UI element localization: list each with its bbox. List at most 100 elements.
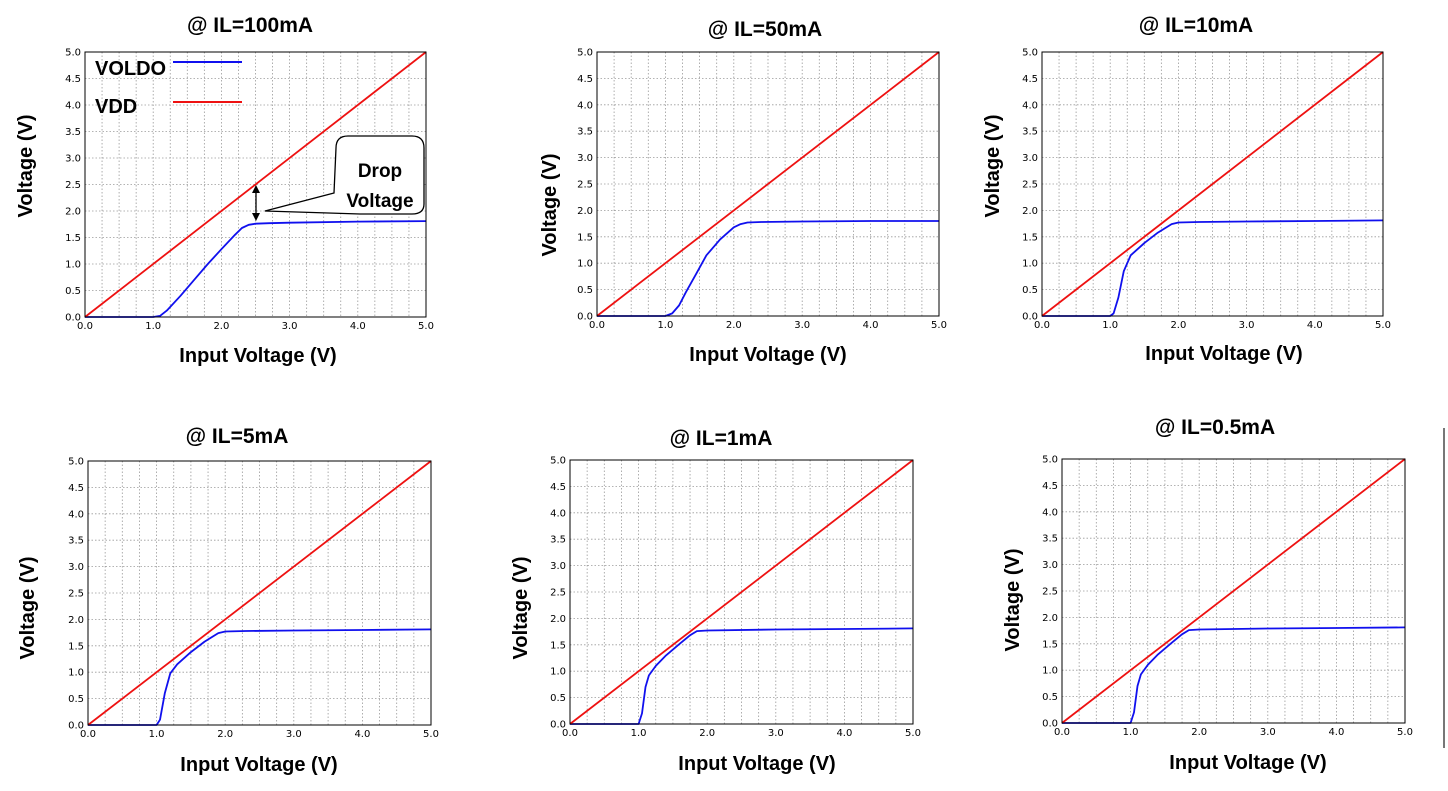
x-tick-label: 0.0 xyxy=(1054,727,1070,738)
y-tick-label: 2.0 xyxy=(577,206,593,217)
x-tick-label: 5.0 xyxy=(423,729,439,740)
drop-voltage-annotation: Drop Voltage xyxy=(252,135,425,221)
y-tick-label: 3.0 xyxy=(68,562,84,573)
y-tick-label: 1.0 xyxy=(65,260,81,271)
x-tick-label: 2.0 xyxy=(1191,727,1207,738)
y-tick-label: 4.0 xyxy=(1022,100,1038,111)
y-axis-label: Voltage (V) xyxy=(17,557,39,660)
series-line-voldo xyxy=(597,220,939,317)
chart-panel: @ IL=0.5mA Input Voltage (V) Voltage (V)… xyxy=(1002,416,1413,774)
x-tick-label: 1.0 xyxy=(1102,320,1118,331)
y-tick-label: 3.0 xyxy=(577,153,593,164)
y-tick-label: 3.0 xyxy=(1022,153,1038,164)
y-tick-label: 1.5 xyxy=(577,232,593,243)
y-tick-label: 5.0 xyxy=(550,456,566,467)
chart-title: @ IL=1mA xyxy=(670,427,773,450)
plot-frame xyxy=(1061,458,1406,724)
chart-title: @ IL=0.5mA xyxy=(1155,416,1275,439)
y-tick-label: 5.0 xyxy=(65,48,81,59)
x-tick-label: 3.0 xyxy=(286,729,302,740)
legend-label-vdd: VDD xyxy=(95,96,137,118)
y-tick-label: 1.5 xyxy=(68,641,84,652)
x-tick-label: 2.0 xyxy=(726,320,742,331)
chart-title: @ IL=50mA xyxy=(708,18,822,41)
y-tick-label: 3.0 xyxy=(65,154,81,165)
y-tick-label: 4.5 xyxy=(1042,481,1058,492)
y-tick-label: 0.5 xyxy=(1022,285,1038,296)
y-tick-label: 0.0 xyxy=(1022,312,1038,323)
x-tick-label: 2.0 xyxy=(1170,320,1186,331)
chart-title: @ IL=100mA xyxy=(187,14,313,37)
y-tick-label: 5.0 xyxy=(577,48,593,59)
legend-label-voldo: VOLDO xyxy=(95,58,166,80)
chart-panel: @ IL=10mA Input Voltage (V) Voltage (V) … xyxy=(982,14,1391,365)
y-tick-label: 4.5 xyxy=(68,483,84,494)
series-line-vdd xyxy=(1041,51,1384,317)
x-axis-label: Input Voltage (V) xyxy=(689,344,846,366)
series-line-vdd xyxy=(596,51,940,317)
series-line-vdd xyxy=(87,460,432,726)
x-tick-label: 4.0 xyxy=(1307,320,1323,331)
y-axis-label: Voltage (V) xyxy=(15,115,37,218)
y-tick-label: 4.0 xyxy=(65,101,81,112)
y-tick-label: 5.0 xyxy=(68,457,84,468)
series-line-vdd xyxy=(1061,458,1406,724)
x-tick-label: 1.0 xyxy=(149,729,165,740)
y-tick-label: 4.5 xyxy=(65,74,81,85)
chart-title: @ IL=10mA xyxy=(1139,14,1253,37)
x-tick-label: 4.0 xyxy=(354,729,370,740)
plot-frame xyxy=(569,459,914,725)
chart-panel: @ IL=1mA Input Voltage (V) Voltage (V) 0… xyxy=(510,427,921,775)
x-tick-label: 0.0 xyxy=(1034,320,1050,331)
legend: VOLDO VDD xyxy=(95,58,242,118)
y-tick-label: 0.5 xyxy=(1042,692,1058,703)
callout-text-line-1: Drop xyxy=(358,161,402,182)
x-tick-label: 2.0 xyxy=(699,728,715,739)
x-tick-label: 1.0 xyxy=(1123,727,1139,738)
y-tick-label: 5.0 xyxy=(1042,455,1058,466)
series-line-voldo xyxy=(1062,626,1406,724)
y-tick-label: 0.0 xyxy=(577,312,593,323)
plot-frame xyxy=(87,460,432,726)
y-tick-label: 2.0 xyxy=(1042,613,1058,624)
callout-text-line-2: Voltage xyxy=(346,191,413,212)
series-line-voldo xyxy=(88,628,432,726)
x-tick-label: 2.0 xyxy=(213,321,229,332)
plot-area: 0.0 1.0 2.0 3.0 4.0 5.0 0.0 0.5 1.0 1.5 2.0 2.5 3.0 3… xyxy=(1022,48,1391,332)
y-tick-label: 1.0 xyxy=(550,667,566,678)
y-tick-label: 2.0 xyxy=(550,614,566,625)
x-tick-label: 3.0 xyxy=(282,321,298,332)
y-tick-label: 0.0 xyxy=(550,720,566,731)
y-tick-label: 1.0 xyxy=(68,668,84,679)
drop-arrow xyxy=(252,185,260,221)
x-tick-label: 4.0 xyxy=(863,320,879,331)
y-tick-label: 3.5 xyxy=(1022,127,1038,138)
y-tick-label: 3.5 xyxy=(65,127,81,138)
plot-area: 0.0 1.0 2.0 3.0 4.0 5.0 0.0 0.5 1.0 1.5 2.0 2.5 3.0 3… xyxy=(577,48,947,332)
x-axis-label: Input Voltage (V) xyxy=(180,754,337,776)
x-tick-label: 5.0 xyxy=(418,321,434,332)
y-tick-label: 2.0 xyxy=(68,615,84,626)
x-tick-label: 5.0 xyxy=(1375,320,1391,331)
y-tick-label: 5.0 xyxy=(1022,48,1038,59)
y-tick-label: 4.0 xyxy=(550,508,566,519)
y-tick-label: 0.5 xyxy=(550,693,566,704)
x-tick-label: 1.0 xyxy=(145,321,161,332)
y-axis-label: Voltage (V) xyxy=(982,115,1004,218)
y-tick-label: 1.0 xyxy=(577,259,593,270)
x-tick-label: 2.0 xyxy=(217,729,233,740)
x-axis-label: Input Voltage (V) xyxy=(678,753,835,775)
series-line-voldo xyxy=(1042,219,1384,317)
x-tick-label: 0.0 xyxy=(562,728,578,739)
x-tick-label: 1.0 xyxy=(657,320,673,331)
y-tick-label: 4.0 xyxy=(1042,507,1058,518)
x-tick-label: 5.0 xyxy=(931,320,947,331)
x-tick-label: 3.0 xyxy=(794,320,810,331)
y-tick-label: 0.5 xyxy=(65,286,81,297)
y-tick-label: 0.0 xyxy=(68,721,84,732)
y-tick-label: 3.0 xyxy=(550,561,566,572)
y-tick-label: 1.5 xyxy=(550,640,566,651)
chart-panel: @ IL=100mA Input Voltage (V) Voltage (V)… xyxy=(15,14,434,367)
y-tick-label: 1.5 xyxy=(65,233,81,244)
